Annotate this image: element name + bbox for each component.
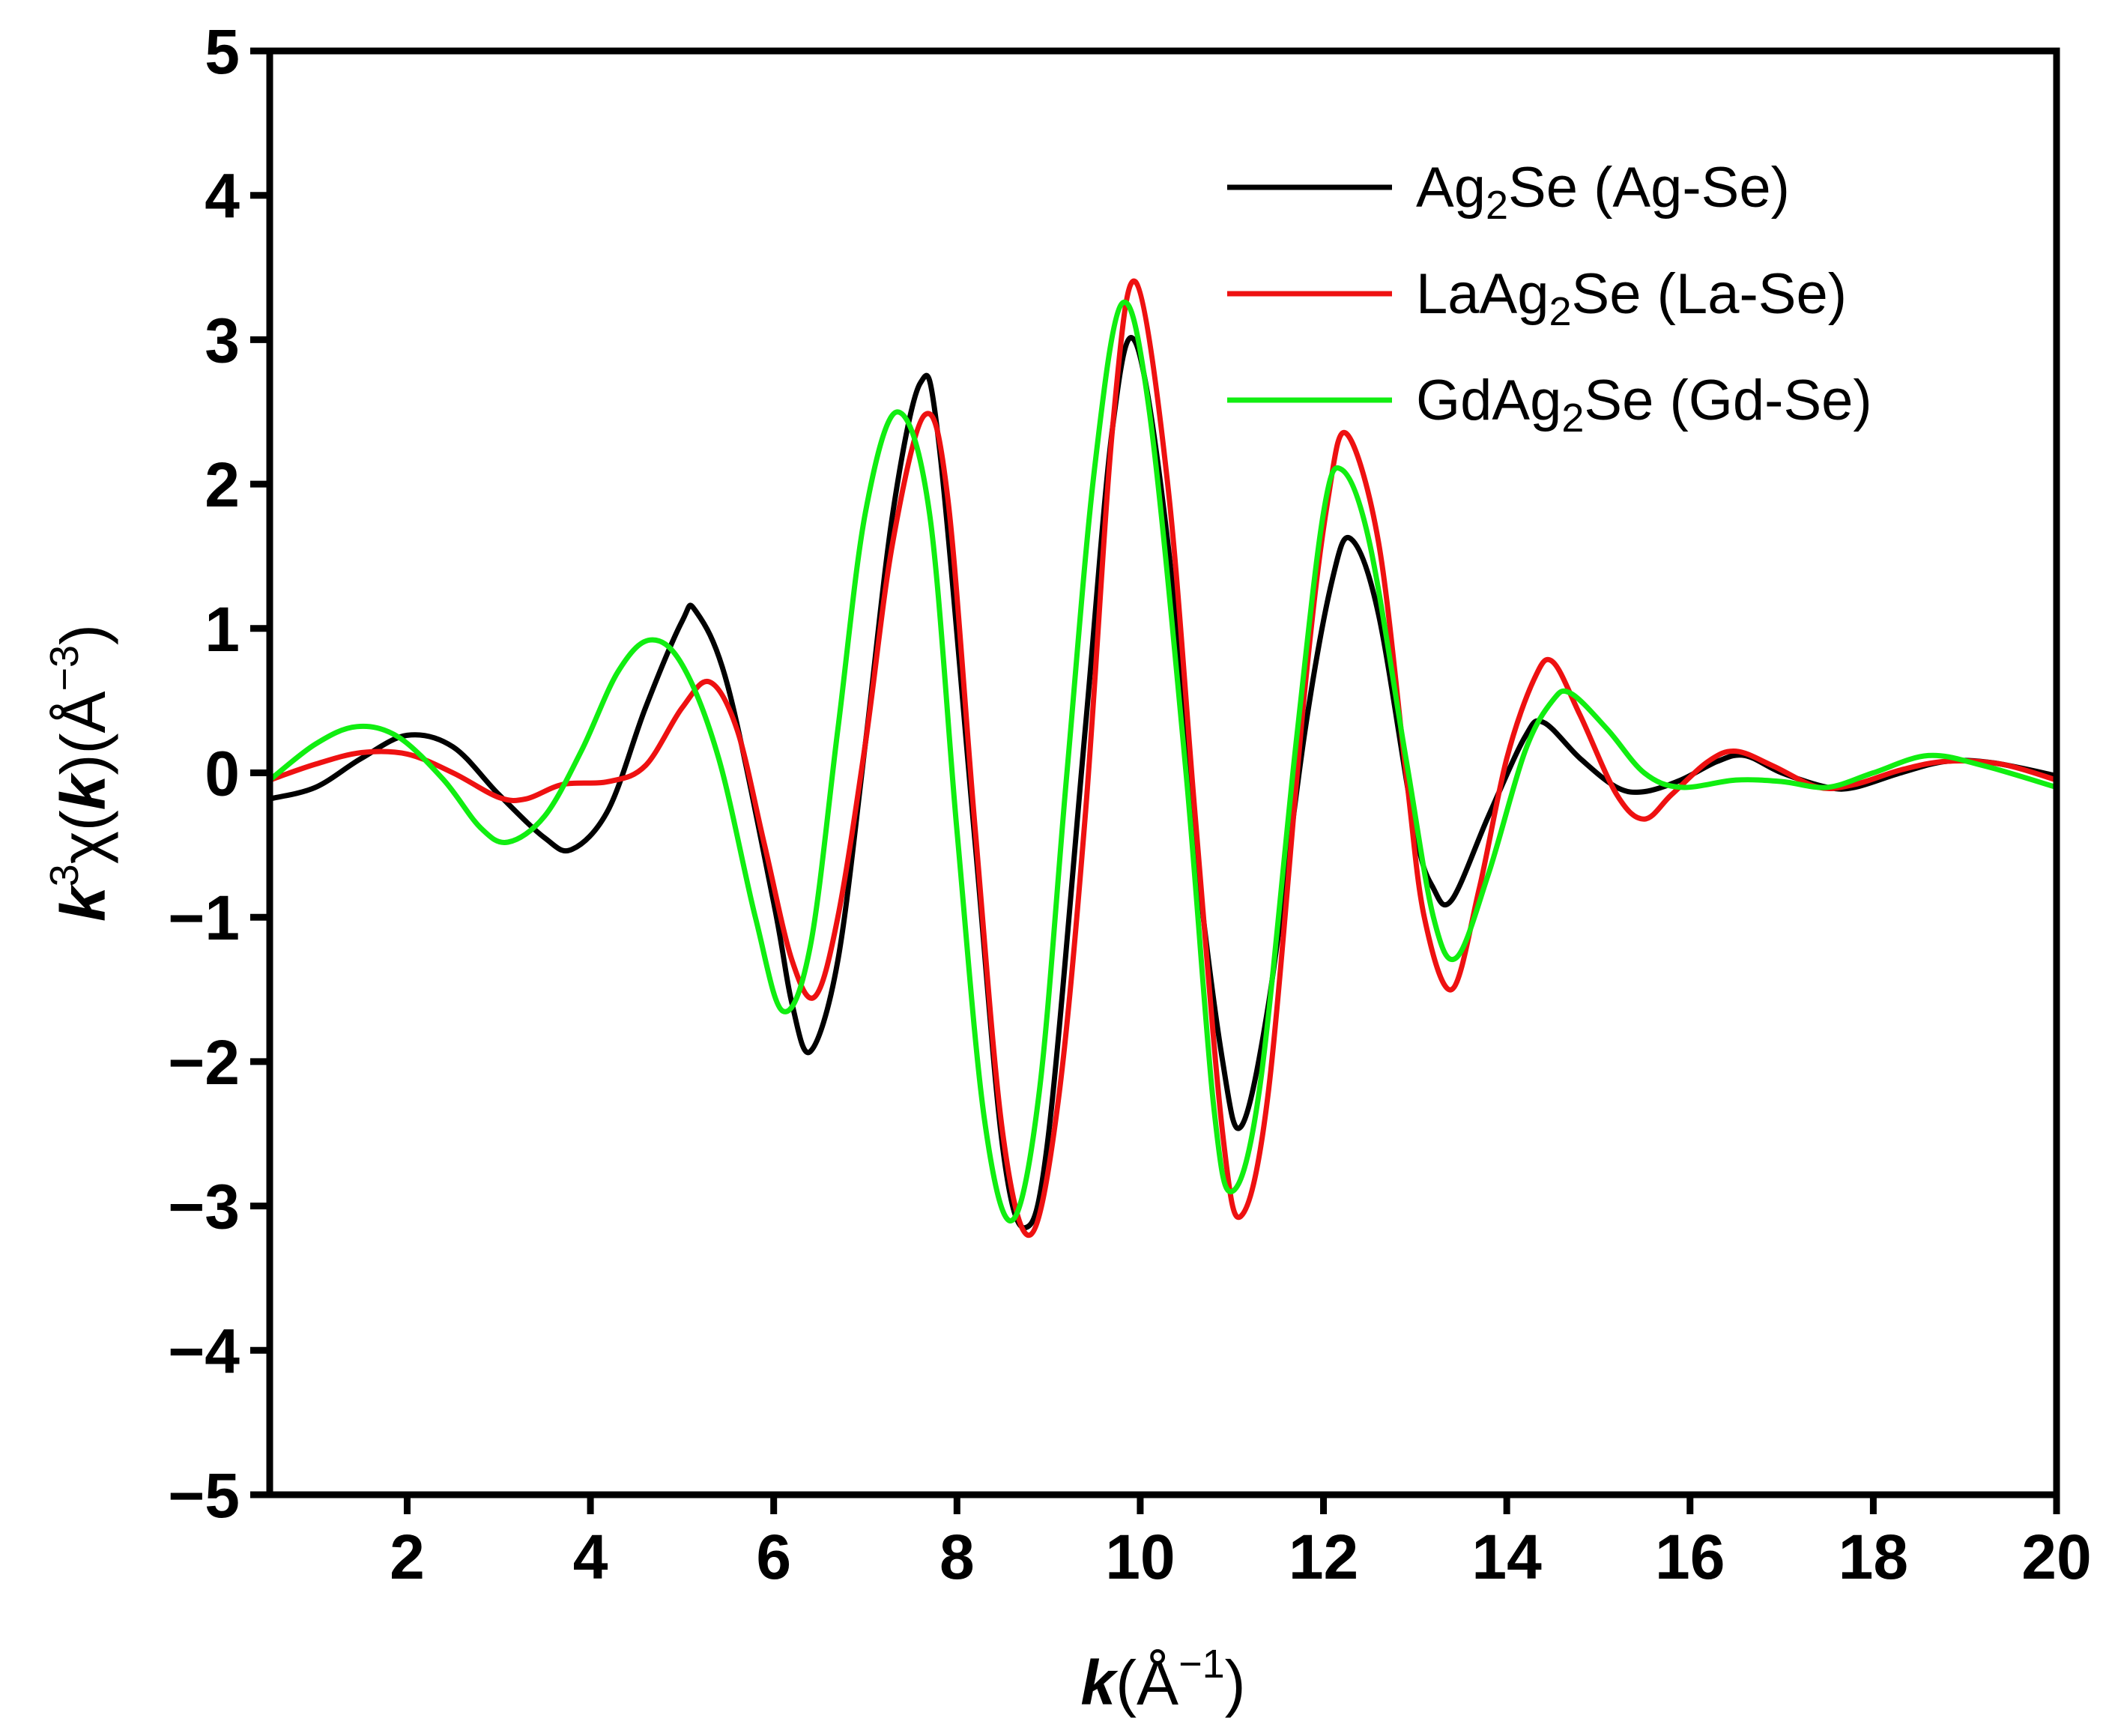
y-axis-title: k3χ(k)(Å−3) [42, 624, 118, 922]
x-axis-title-var: k [1080, 1648, 1119, 1718]
legend-label-laag2se-a: LaAg [1416, 262, 1549, 326]
x-axis-title-unit: (Å [1116, 1648, 1178, 1718]
x-tick-label: 14 [1471, 1522, 1542, 1592]
y-axis-title-k-exp: 3 [42, 864, 87, 886]
legend-label-gdag2se-a: GdAg [1416, 369, 1561, 432]
x-tick-label: 6 [756, 1522, 791, 1592]
y-tick-label: 1 [205, 594, 240, 665]
legend-label-ag2se-b: Se (Ag-Se) [1508, 156, 1790, 220]
x-tick-label: 2 [390, 1522, 425, 1592]
x-tick-label: 4 [573, 1522, 608, 1592]
legend-label-gdag2se-sub: 2 [1561, 396, 1584, 441]
legend-label-gdag2se-b: Se (Gd-Se) [1584, 369, 1872, 432]
legend-item-ag2se: Ag2Se (Ag-Se) [1227, 156, 1790, 228]
y-axis-title-unit: )(Å [48, 692, 118, 775]
y-tick-label: 4 [205, 161, 240, 232]
legend: Ag2Se (Ag-Se) LaAg2Se (La-Se) GdAg2Se (G… [1227, 156, 1872, 441]
x-tick-label: 8 [939, 1522, 975, 1592]
series-line-laag2se [268, 278, 2057, 1239]
legend-label-ag2se-a: Ag [1416, 156, 1486, 220]
legend-item-gdag2se: GdAg2Se (Gd-Se) [1227, 369, 1872, 441]
x-tick-label: 16 [1655, 1522, 1725, 1592]
series-line-gdag2se [267, 299, 2057, 1224]
legend-label-laag2se: LaAg2Se (La-Se) [1416, 262, 1847, 334]
x-tick-label: 18 [1839, 1522, 1908, 1592]
legend-label-laag2se-b: Se (La-Se) [1572, 262, 1848, 326]
y-tick-label: −4 [168, 1316, 240, 1386]
y-axis-title-exp: −3 [42, 645, 87, 692]
y-axis-title-k2: k [48, 772, 118, 810]
y-tick-label: 5 [205, 16, 240, 87]
series-layer [267, 278, 2057, 1239]
legend-label-ag2se: Ag2Se (Ag-Se) [1416, 156, 1790, 228]
legend-label-ag2se-sub: 2 [1486, 183, 1508, 228]
y-tick-label: 2 [205, 450, 240, 520]
legend-item-laag2se: LaAg2Se (La-Se) [1227, 262, 1847, 334]
y-tick-label: −5 [168, 1460, 240, 1531]
x-tick-label: 12 [1289, 1522, 1358, 1592]
y-tick-label: 0 [205, 739, 240, 809]
y-tick-label: −1 [168, 883, 240, 953]
y-axis-title-k: k [48, 883, 118, 922]
y-axis-title-close: ) [48, 624, 118, 645]
x-tick-label: 20 [2021, 1522, 2091, 1592]
x-axis-title-exp: −1 [1178, 1642, 1225, 1687]
legend-label-gdag2se: GdAg2Se (Gd-Se) [1416, 369, 1872, 441]
x-axis-title: k(Å−1) [1080, 1642, 1245, 1718]
legend-label-laag2se-sub: 2 [1549, 289, 1572, 334]
x-axis-title-close: ) [1225, 1648, 1246, 1718]
y-tick-label: −2 [168, 1027, 240, 1098]
y-tick-label: 3 [205, 305, 240, 375]
y-tick-label: −3 [168, 1172, 240, 1242]
y-axis-title-chi: χ( [48, 810, 118, 864]
x-tick-label: 10 [1105, 1522, 1175, 1592]
